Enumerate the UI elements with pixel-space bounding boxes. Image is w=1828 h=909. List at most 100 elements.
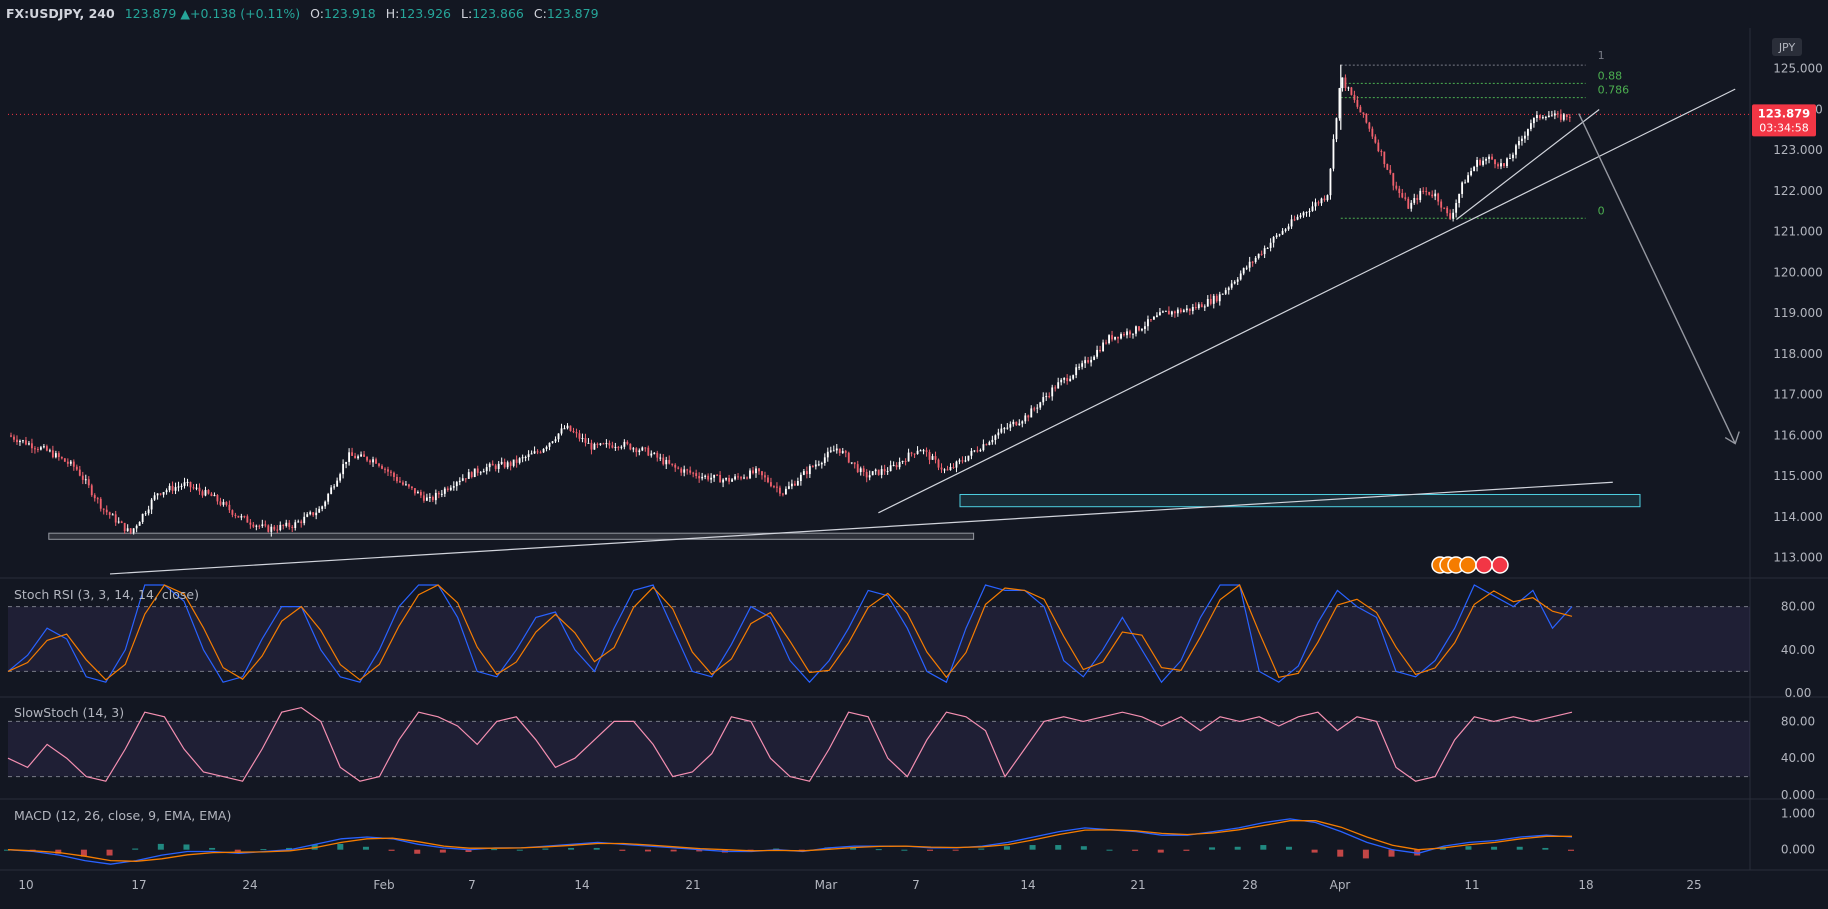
current-price-tag <box>1752 104 1816 137</box>
candle-body <box>207 489 210 494</box>
countdown-timer: 03:34:58 <box>1759 121 1808 134</box>
candle-body <box>363 454 365 457</box>
stoch-rsi-title[interactable]: Stoch RSI (3, 3, 14, 14, close) <box>14 587 199 602</box>
stoch-d-line <box>7 584 1573 681</box>
candle-body <box>90 485 93 496</box>
macd-histogram-bar <box>106 849 113 856</box>
candle-body <box>1051 387 1054 397</box>
candle-body <box>704 475 707 477</box>
macd-histogram-bar <box>542 848 549 850</box>
candle-body <box>1326 195 1329 201</box>
slow-stoch-title[interactable]: SlowStoch (14, 3) <box>14 705 125 720</box>
time-axis-label: 11 <box>1464 878 1479 892</box>
candle-body <box>650 453 653 456</box>
macd-histogram-bar <box>1080 846 1087 850</box>
candle-body <box>877 469 880 475</box>
candle-body <box>1078 366 1081 368</box>
candle-body <box>1167 310 1170 315</box>
candle-body <box>1401 193 1404 198</box>
candle-body <box>162 492 165 495</box>
candle-body <box>1084 360 1087 364</box>
candle-body <box>39 447 42 450</box>
candle-body <box>1512 154 1514 159</box>
candle-body <box>1164 310 1167 312</box>
candle-body <box>476 468 479 473</box>
candle-body <box>1090 359 1093 363</box>
time-axis-label: 28 <box>1242 878 1257 892</box>
candle-body <box>808 466 811 475</box>
candle-body <box>1290 219 1293 227</box>
candle-body <box>1547 115 1550 118</box>
candle-body <box>372 459 374 463</box>
macd-histogram-bar <box>337 843 344 850</box>
candle-body <box>42 446 45 448</box>
time-axis-label: 14 <box>1020 878 1035 892</box>
candle-body <box>1257 253 1260 258</box>
candle-body <box>1392 173 1395 186</box>
candle-body <box>446 488 449 490</box>
candle-body <box>473 468 476 478</box>
candle-body <box>192 487 195 489</box>
candle-body <box>28 443 30 445</box>
candle-body <box>150 499 153 510</box>
candle-body <box>336 480 339 487</box>
candle-body <box>1042 397 1045 403</box>
macd-title[interactable]: MACD (12, 26, close, 9, EMA, EMA) <box>14 808 232 823</box>
macd-histogram-bar <box>1491 846 1498 850</box>
candle-body <box>276 529 279 531</box>
macd-histogram-bar <box>362 846 369 850</box>
candle-body <box>375 459 377 464</box>
price-tick-label: 122.000 <box>1773 184 1823 198</box>
candle-body <box>1227 287 1230 291</box>
candle-body <box>1132 333 1134 335</box>
candle-body <box>871 471 874 476</box>
candle-body <box>973 450 976 452</box>
symbol-name[interactable]: FX:USDJPY <box>6 6 80 21</box>
candle-body <box>183 482 186 486</box>
candle-body <box>425 497 428 501</box>
candle-body <box>749 470 751 479</box>
candle-body <box>716 474 719 476</box>
price-tick-label: 123.000 <box>1773 143 1823 157</box>
candle-body <box>1434 193 1437 197</box>
candle-body <box>431 496 434 501</box>
candle-body <box>330 487 333 494</box>
candle-body <box>1176 309 1179 314</box>
candle-body <box>1015 421 1018 426</box>
candle-body <box>1452 212 1455 219</box>
candle-body <box>811 466 814 468</box>
candle-body <box>1215 295 1218 302</box>
low-value: 123.866 <box>472 6 524 21</box>
macd-histogram-bar <box>388 849 395 851</box>
candle-body <box>1120 334 1122 339</box>
time-axis-label: Feb <box>373 878 394 892</box>
candle-body <box>147 509 150 514</box>
macd-histogram-bar <box>1055 845 1062 850</box>
candle-body <box>258 525 261 527</box>
candle-body <box>13 436 15 440</box>
candle-body <box>1437 193 1440 202</box>
price-tick-label: 125.000 <box>1773 62 1823 76</box>
candle-body <box>1347 87 1350 89</box>
candle-body <box>668 459 671 464</box>
candle-body <box>1269 242 1272 248</box>
macd-histogram-bar <box>850 847 857 850</box>
candle-body <box>1443 207 1446 209</box>
candle-body <box>1293 219 1296 221</box>
candle-body <box>1161 311 1164 313</box>
candle-body <box>889 465 892 472</box>
candle-body <box>1404 197 1407 199</box>
candle-body <box>671 463 674 465</box>
interval-label[interactable]: 240 <box>88 6 115 21</box>
fib-level-label: 0 <box>1598 204 1605 217</box>
low-label: L: <box>461 6 473 21</box>
candle-body <box>533 451 536 454</box>
candle-body <box>698 476 701 479</box>
candle-body <box>1497 164 1499 167</box>
close-label: C: <box>533 6 547 21</box>
currency-badge <box>1772 38 1802 56</box>
candle-body <box>1188 308 1191 312</box>
candle-body <box>225 502 228 505</box>
candle-body <box>327 493 330 502</box>
